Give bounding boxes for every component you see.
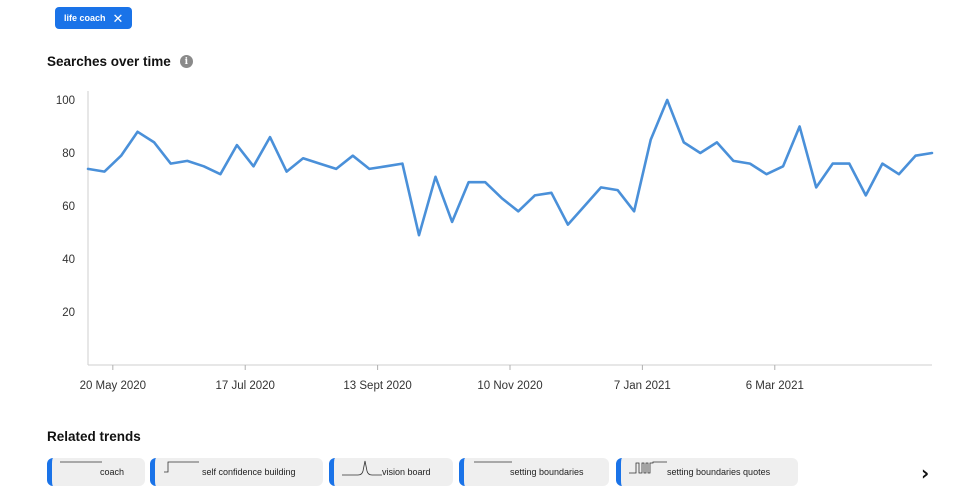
data-point <box>567 223 570 226</box>
filter-chip-label: life coach <box>64 13 106 23</box>
data-point <box>831 162 834 165</box>
data-point <box>616 189 619 192</box>
related-trend-vision-board[interactable]: vision board <box>329 458 453 486</box>
data-point <box>782 165 785 168</box>
y-tick-label: 100 <box>56 95 75 107</box>
sparkline-icon <box>342 460 382 476</box>
data-point <box>931 152 934 155</box>
data-point <box>153 141 156 144</box>
data-point <box>451 221 454 224</box>
related-trend-self-confidence-building[interactable]: self confidence building <box>150 458 323 486</box>
data-point <box>865 194 868 197</box>
related-trend-label: self confidence building <box>202 467 296 477</box>
sparkline-icon <box>164 461 199 473</box>
data-point <box>749 162 752 165</box>
x-tick-label: 20 May 2020 <box>80 380 147 392</box>
data-point <box>633 210 636 213</box>
related-trends-heading: Related trends <box>47 429 141 444</box>
data-point <box>203 165 206 168</box>
data-point <box>236 144 239 147</box>
data-point <box>898 173 901 176</box>
y-tick-label: 40 <box>62 254 75 266</box>
data-point <box>583 205 586 208</box>
data-point <box>335 168 338 171</box>
y-tick-label: 80 <box>62 148 75 160</box>
sparkline-icon <box>629 461 667 474</box>
data-point <box>798 125 801 128</box>
searches-title: Searches over time <box>47 54 171 69</box>
data-point <box>219 173 222 176</box>
info-icon[interactable]: i <box>179 55 193 68</box>
related-trend-label: setting boundaries quotes <box>667 467 771 477</box>
x-tick-label: 10 Nov 2020 <box>477 380 542 392</box>
data-point <box>120 154 123 157</box>
data-point <box>500 197 503 200</box>
data-point <box>434 176 437 179</box>
data-point <box>351 154 354 157</box>
related-trend-label: vision board <box>382 467 431 477</box>
data-point <box>765 173 768 176</box>
data-point <box>103 170 106 173</box>
data-point <box>666 99 669 102</box>
related-trend-label: setting boundaries <box>510 467 584 477</box>
related-trend-coach[interactable]: coach <box>47 458 145 486</box>
close-icon[interactable]: ✕ <box>112 10 124 26</box>
y-tick-label: 20 <box>62 307 75 319</box>
data-point <box>517 210 520 213</box>
data-point <box>318 162 321 165</box>
data-point <box>401 162 404 165</box>
data-point <box>682 141 685 144</box>
next-arrow-icon[interactable]: › <box>921 461 930 485</box>
y-tick-label: 60 <box>62 201 75 213</box>
data-point <box>732 160 735 163</box>
related-trend-setting-boundaries-quotes[interactable]: setting boundaries quotes <box>616 458 798 486</box>
data-point <box>252 165 255 168</box>
data-point <box>87 168 90 171</box>
x-tick-label: 7 Jan 2021 <box>614 380 671 392</box>
data-point <box>467 181 470 184</box>
x-tick-label: 17 Jul 2020 <box>215 380 274 392</box>
sparkline-icon <box>474 461 512 463</box>
data-point <box>815 186 818 189</box>
data-point <box>418 234 421 237</box>
data-point <box>534 194 537 197</box>
data-point <box>914 154 917 157</box>
data-point <box>368 168 371 171</box>
data-point <box>186 160 189 163</box>
data-point <box>600 186 603 189</box>
data-point <box>484 181 487 184</box>
data-point <box>699 152 702 155</box>
data-point <box>136 131 139 134</box>
related-trends-title: Related trends <box>47 429 141 444</box>
data-point <box>649 138 652 141</box>
searches-line-chart: 20 40 60 80 100 20 May 2020 17 Jul 2020 13 Sept… <box>56 91 934 392</box>
data-point <box>285 170 288 173</box>
related-trend-label: coach <box>100 467 125 477</box>
data-point <box>881 162 884 165</box>
data-point <box>385 165 388 168</box>
data-point <box>848 162 851 165</box>
sparkline-icon <box>60 461 102 463</box>
data-point <box>269 136 272 139</box>
filter-chip-life-coach[interactable]: life coach ✕ <box>55 7 133 29</box>
data-point <box>169 162 172 165</box>
data-point <box>550 191 553 194</box>
searches-over-time-heading: Searches over time i <box>47 54 193 69</box>
related-trend-setting-boundaries[interactable]: setting boundaries <box>459 458 609 486</box>
data-point <box>716 141 719 144</box>
x-tick-label: 13 Sept 2020 <box>343 380 411 392</box>
data-point <box>302 157 305 160</box>
series-line <box>86 98 934 237</box>
x-tick-label: 6 Mar 2021 <box>746 380 804 392</box>
